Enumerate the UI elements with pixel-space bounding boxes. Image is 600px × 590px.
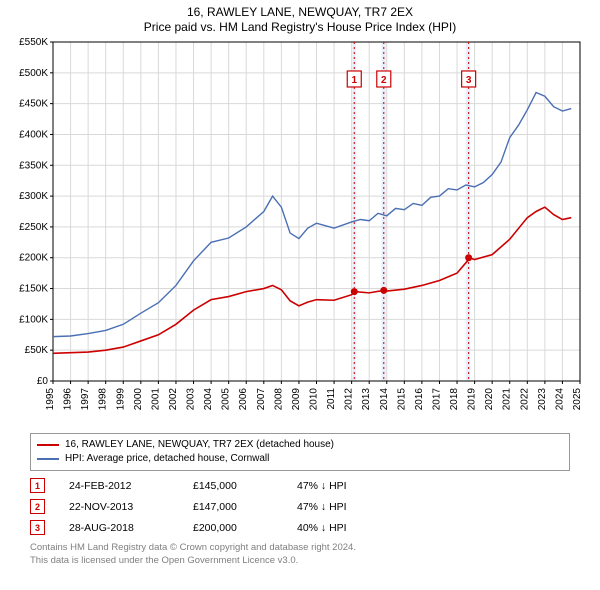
x-tick-label: 2024 xyxy=(554,388,565,411)
x-tick-label: 2012 xyxy=(344,388,355,411)
y-tick-label: £50K xyxy=(25,345,49,356)
x-tick-label: 2014 xyxy=(379,388,390,411)
sale-row: 3 28-AUG-2018 £200,000 40% ↓ HPI xyxy=(30,517,570,538)
x-tick-label: 2006 xyxy=(238,388,249,411)
x-tick-label: 1998 xyxy=(98,388,109,411)
sale-diff: 40% ↓ HPI xyxy=(297,522,407,534)
x-tick-label: 2005 xyxy=(221,388,232,411)
x-tick-label: 2007 xyxy=(256,388,267,411)
attribution: Contains HM Land Registry data © Crown c… xyxy=(30,542,570,567)
legend-row: 16, RAWLEY LANE, NEWQUAY, TR7 2EX (detac… xyxy=(37,438,563,452)
sale-diff: 47% ↓ HPI xyxy=(297,501,407,513)
sale-label-num: 1 xyxy=(351,75,357,86)
sale-diff: 47% ↓ HPI xyxy=(297,480,407,492)
x-tick-label: 2016 xyxy=(414,388,425,411)
sale-row: 1 24-FEB-2012 £145,000 47% ↓ HPI xyxy=(30,475,570,496)
x-tick-label: 2008 xyxy=(273,388,284,411)
sale-price: £147,000 xyxy=(193,501,273,513)
y-tick-label: £400K xyxy=(19,130,48,141)
sale-marker-num: 1 xyxy=(30,478,45,493)
x-tick-label: 2003 xyxy=(186,388,197,411)
x-tick-label: 2021 xyxy=(502,388,513,411)
attribution-line1: Contains HM Land Registry data © Crown c… xyxy=(30,542,570,554)
sale-date: 24-FEB-2012 xyxy=(69,480,169,492)
y-tick-label: £550K xyxy=(19,37,48,48)
sale-date: 28-AUG-2018 xyxy=(69,522,169,534)
x-tick-label: 2010 xyxy=(309,388,320,411)
y-tick-label: £350K xyxy=(19,160,48,171)
x-tick-label: 2002 xyxy=(168,388,179,411)
x-tick-label: 2004 xyxy=(203,388,214,411)
page-title: 16, RAWLEY LANE, NEWQUAY, TR7 2EX xyxy=(0,0,600,20)
y-tick-label: £0 xyxy=(37,376,49,387)
x-tick-label: 1995 xyxy=(45,388,56,411)
x-tick-label: 2000 xyxy=(133,388,144,411)
sale-marker-num: 3 xyxy=(30,520,45,535)
y-tick-label: £450K xyxy=(19,99,48,110)
chart: £0 £50K £100K £150K £200K £250K £300K £350K £400… xyxy=(8,36,588,431)
chart-band xyxy=(466,42,470,381)
x-tick-label: 2019 xyxy=(467,388,478,411)
x-tick-label: 2023 xyxy=(537,388,548,411)
x-tick-label: 2018 xyxy=(449,388,460,411)
y-tick-label: £500K xyxy=(19,68,48,79)
x-tick-label: 2025 xyxy=(572,388,583,411)
sale-label-num: 2 xyxy=(381,75,387,86)
x-tick-label: 2009 xyxy=(291,388,302,411)
sale-point xyxy=(465,254,472,261)
x-tick-label: 2017 xyxy=(431,388,442,411)
sale-point xyxy=(351,288,358,295)
x-tick-label: 2020 xyxy=(484,388,495,411)
y-tick-label: £100K xyxy=(19,315,48,326)
page-subtitle: Price paid vs. HM Land Registry's House … xyxy=(0,20,600,36)
sale-marker-num: 2 xyxy=(30,499,45,514)
legend-text: HPI: Average price, detached house, Corn… xyxy=(65,452,269,466)
y-tick-label: £200K xyxy=(19,253,48,264)
x-tick-label: 1997 xyxy=(80,388,91,411)
legend-swatch xyxy=(37,444,59,446)
y-tick-label: £250K xyxy=(19,222,48,233)
sale-price: £145,000 xyxy=(193,480,273,492)
y-tick-label: £300K xyxy=(19,191,48,202)
legend-row: HPI: Average price, detached house, Corn… xyxy=(37,452,563,466)
x-tick-label: 1996 xyxy=(63,388,74,411)
x-tick-label: 2011 xyxy=(326,388,337,410)
sale-point xyxy=(380,287,387,294)
chart-svg: £0 £50K £100K £150K £200K £250K £300K £350K £400… xyxy=(8,36,588,431)
x-tick-label: 2001 xyxy=(150,388,161,411)
x-tick-label: 2013 xyxy=(361,388,372,411)
y-tick-label: £150K xyxy=(19,284,48,295)
sale-label-num: 3 xyxy=(466,75,472,86)
sales-table: 1 24-FEB-2012 £145,000 47% ↓ HPI 2 22-NOV-201… xyxy=(30,475,570,538)
x-tick-label: 2015 xyxy=(396,388,407,411)
sale-date: 22-NOV-2013 xyxy=(69,501,169,513)
sale-row: 2 22-NOV-2013 £147,000 47% ↓ HPI xyxy=(30,496,570,517)
x-tick-label: 2022 xyxy=(519,388,530,411)
attribution-line2: This data is licensed under the Open Gov… xyxy=(30,555,570,567)
sale-price: £200,000 xyxy=(193,522,273,534)
legend-swatch xyxy=(37,458,59,460)
x-tick-label: 1999 xyxy=(115,388,126,411)
legend-box: 16, RAWLEY LANE, NEWQUAY, TR7 2EX (detac… xyxy=(30,433,570,471)
legend-text: 16, RAWLEY LANE, NEWQUAY, TR7 2EX (detac… xyxy=(65,438,334,452)
